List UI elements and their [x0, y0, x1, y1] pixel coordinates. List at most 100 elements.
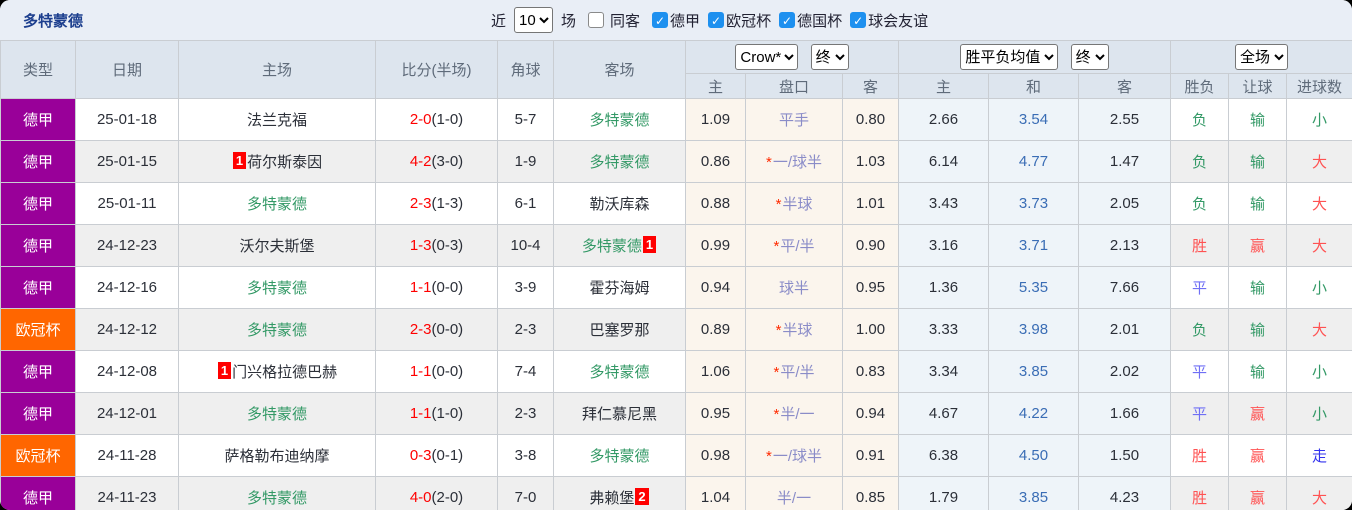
goals-cell: 小 — [1286, 98, 1352, 141]
col-header-away: 客场 — [553, 40, 686, 99]
half-time-score: (0-0) — [431, 321, 464, 338]
odds-home-cell: 0.86 — [685, 140, 746, 183]
date-cell: 24-11-23 — [75, 476, 179, 510]
odds-source-select[interactable]: Crow* — [735, 44, 799, 70]
handicap-value: 平/半 — [780, 238, 815, 255]
handicap-value: 平/半 — [780, 364, 815, 381]
odds-away-cell: 0.85 — [841, 476, 900, 510]
match-table: 类型 日期 主场 比分(半场) 角球 客场 Crow* 终 胜平负均值 终 全场 — [0, 40, 1352, 510]
date-cell: 25-01-11 — [75, 182, 179, 225]
date-cell: 24-12-08 — [75, 350, 179, 393]
full-time-score: 2-3 — [409, 321, 432, 338]
full-time-score: 4-0 — [409, 489, 432, 506]
result-scope-select[interactable]: 全场 — [1235, 44, 1289, 70]
odds-time-select[interactable]: 终 — [810, 44, 849, 70]
handicap-result-cell: 输 — [1228, 308, 1288, 351]
avg-away-cell: 2.13 — [1078, 224, 1172, 267]
sub-header-odds-home: 主 — [685, 73, 746, 99]
avg-group-header: 胜平负均值 终 — [898, 40, 1172, 74]
league-cell: 德甲 — [0, 392, 76, 435]
score-cell: 1-1(0-0) — [375, 350, 498, 393]
avg-home-cell: 3.34 — [898, 350, 990, 393]
handicap-change-star: * — [775, 322, 782, 339]
odds-home-cell: 0.95 — [685, 392, 746, 435]
handicap-cell: 半/一 — [745, 476, 843, 510]
away-team-cell: 多特蒙德 — [553, 434, 686, 477]
recent-label: 近 — [491, 12, 507, 30]
away-team-cell: 多特蒙德 1 — [553, 224, 686, 267]
handicap-result-cell: 赢 — [1228, 392, 1288, 435]
rank-badge: 1 — [642, 236, 657, 253]
handicap-value: 半球 — [782, 322, 813, 339]
league-checkbox-label: 球会友谊 — [868, 12, 929, 30]
away-team-cell: 多特蒙德 — [553, 140, 686, 183]
team-name: 多特蒙德 — [246, 490, 307, 507]
handicap-result-cell: 赢 — [1228, 476, 1288, 510]
avg-home-cell: 1.79 — [898, 476, 990, 510]
score-cell: 1-3(0-3) — [375, 224, 498, 267]
avg-away-cell: 1.47 — [1078, 140, 1172, 183]
handicap-result-cell: 输 — [1228, 266, 1288, 309]
team-title: 多特蒙德 — [23, 12, 84, 30]
avg-home-cell: 3.33 — [898, 308, 990, 351]
avg-draw-cell: 3.85 — [988, 350, 1080, 393]
league-checkbox[interactable]: ✓ — [779, 12, 796, 28]
handicap-change-star: * — [765, 448, 772, 465]
full-time-score: 1-1 — [409, 405, 432, 422]
rank-badge: 1 — [232, 152, 247, 169]
table-row: 欧冠杯 24-11-28 萨格勒布迪纳摩 0-3(0-1) 3-8 多特蒙德 0.98 *一/… — [0, 434, 1352, 477]
home-team-cell: 1 荷尔斯泰因 — [178, 140, 376, 183]
score-cell: 1-1(0-0) — [375, 266, 498, 309]
odds-away-cell: 1.03 — [841, 140, 900, 183]
sub-header-goals: 进球数 — [1286, 73, 1352, 99]
avg-home-cell: 1.36 — [898, 266, 990, 309]
full-time-score: 4-2 — [409, 153, 432, 170]
table-row: 德甲 25-01-11 多特蒙德 2-3(1-3) 6-1 勒沃库森 0.88 *半球 1.01… — [0, 182, 1352, 225]
date-cell: 24-12-12 — [75, 308, 179, 351]
full-time-score: 1-1 — [409, 279, 432, 296]
away-team-cell: 巴塞罗那 — [553, 308, 686, 351]
avg-away-cell: 1.50 — [1078, 434, 1172, 477]
team-name: 多特蒙德 — [589, 448, 650, 465]
handicap-value: 半/一 — [780, 406, 815, 423]
odds-home-cell: 0.99 — [685, 224, 746, 267]
same-venue-checkbox[interactable] — [588, 12, 605, 28]
sub-header-avg-home: 主 — [898, 73, 990, 99]
avg-away-cell: 7.66 — [1078, 266, 1172, 309]
avg-time-select[interactable]: 终 — [1070, 44, 1109, 70]
corner-cell: 2-3 — [497, 308, 554, 351]
avg-home-cell: 2.66 — [898, 98, 990, 141]
league-checkbox[interactable]: ✓ — [652, 12, 669, 28]
avg-home-cell: 6.14 — [898, 140, 990, 183]
score-cell: 0-3(0-1) — [375, 434, 498, 477]
team-name: 多特蒙德 — [246, 406, 307, 423]
half-time-score: (2-0) — [431, 489, 464, 506]
handicap-cell: *半/一 — [745, 392, 843, 435]
handicap-result-cell: 输 — [1228, 98, 1288, 141]
home-team-cell: 多特蒙德 — [178, 182, 376, 225]
col-header-corner: 角球 — [497, 40, 554, 99]
score-cell: 4-2(3-0) — [375, 140, 498, 183]
avg-away-cell: 2.02 — [1078, 350, 1172, 393]
home-team-cell: 多特蒙德 — [178, 308, 376, 351]
avg-draw-value: 3.85 — [1018, 363, 1049, 380]
table-header: 类型 日期 主场 比分(半场) 角球 客场 Crow* 终 胜平负均值 终 全场 — [0, 40, 1352, 99]
match-table-body: 德甲 25-01-18 法兰克福 2-0(1-0) 5-7 多特蒙德 1.09 平手 0.80 2… — [0, 98, 1352, 510]
wdl-cell: 平 — [1170, 266, 1230, 309]
avg-type-select[interactable]: 胜平负均值 — [960, 44, 1059, 70]
team-name: 萨格勒布迪纳摩 — [224, 448, 330, 465]
home-team-cell: 多特蒙德 — [178, 476, 376, 510]
table-row: 德甲 25-01-18 法兰克福 2-0(1-0) 5-7 多特蒙德 1.09 平手 0.80 2… — [0, 98, 1352, 141]
handicap-change-star: * — [773, 406, 780, 423]
team-name: 荷尔斯泰因 — [247, 154, 323, 171]
league-cell: 德甲 — [0, 266, 76, 309]
half-time-score: (0-3) — [431, 237, 464, 254]
handicap-cell: 球半 — [745, 266, 843, 309]
recent-count-select[interactable]: 10 — [514, 7, 554, 33]
avg-away-cell: 2.05 — [1078, 182, 1172, 225]
league-checkbox[interactable]: ✓ — [708, 12, 725, 28]
goals-cell: 大 — [1286, 182, 1352, 225]
league-checkbox-label: 德甲 — [670, 12, 701, 30]
league-checkbox[interactable]: ✓ — [850, 12, 867, 28]
